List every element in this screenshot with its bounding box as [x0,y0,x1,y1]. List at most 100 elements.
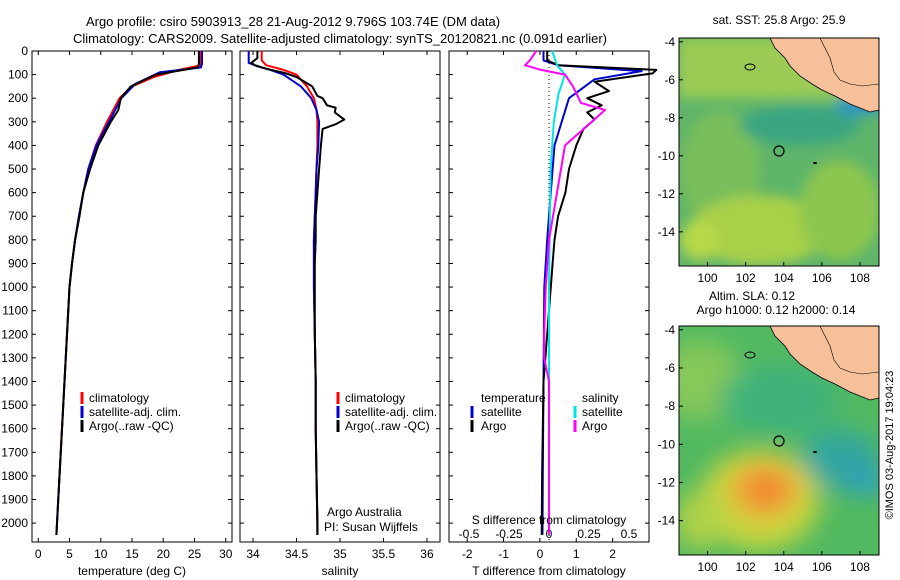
legend-title-salinity: salinity [582,391,619,405]
map-lat-label: -10 [658,437,676,451]
legend-label-temp-satellite: satellite [481,405,522,419]
s-tick-label: -0.25 [495,527,523,541]
x-tick-label: 36 [420,547,434,561]
salinity-legend: climatology satellite-adj. clim. Argo(..… [336,391,437,433]
salinity-lines [247,51,346,535]
y-tick-label: 1100 [2,304,28,318]
map-lon-label: 104 [774,271,794,285]
x-tick-label: 34 [246,547,260,561]
map-lat-label: -12 [658,475,676,489]
x-tick-label: 34.5 [285,547,309,561]
credit-pi: PI: Susan Wijffels [324,520,418,534]
series-line [548,50,566,535]
map-lat-label: -14 [658,225,676,239]
salinity-panel: 34 34.5 35 35.5 36 climatology satellite-adj… [239,50,441,578]
map-lat-label: -14 [658,514,676,528]
x-tick-label: 10 [94,547,108,561]
x-tick-label: 0 [537,547,544,561]
t-difference-label: T difference from climatology [472,564,626,578]
temperature-panel: 0100200300400500600700800900100011001200… [1,44,232,578]
map-lon-label: 102 [736,560,756,574]
y-tick-label: 700 [8,209,28,223]
difference-panel: -2 -1 0 1 2-0.5 -0.25 0 0.25 0.5 temperature sat… [448,50,658,578]
y-tick-label: 1300 [1,351,28,365]
series-line [55,51,200,535]
x-tick-label: 30 [219,547,233,561]
map-lat-label: -6 [664,361,675,375]
sst-map: sat. SST: 25.8 Argo: 25.9 100 102 104 106 10… [658,13,880,285]
legend-label-climatology: climatology [89,391,149,405]
y-tick-label: 400 [8,138,28,152]
x-tick-label: 20 [157,547,171,561]
sla-map-title-2: Argo h1000: 0.12 h2000: 0.14 [697,303,856,317]
salinity-axis-ticks: 34 34.5 35 35.5 36 [240,50,440,561]
sla-map-axis-ticks: 100 102 104 106 108 -4 -6 -8 -10 -12 -14 [658,323,871,574]
legend-label-argo: Argo(..raw -QC) [89,419,174,433]
map-lon-label: 102 [736,271,756,285]
legend-label-argo: Argo(..raw -QC) [345,419,430,433]
x-tick-label: 15 [125,547,139,561]
legend-label-temp-argo: Argo [481,419,507,433]
y-tick-label: 1800 [1,469,28,483]
y-tick-label: 900 [8,256,28,270]
sst-map-axis-ticks: 100 102 104 106 108 -4 -6 -8 -10 -12 -14 [658,35,871,285]
legend-label-sal-satellite: satellite [582,405,623,419]
x-tick-label: 35 [333,547,347,561]
land-mass [819,326,879,375]
y-tick-label: 2000 [1,516,28,530]
map-lon-label: 104 [774,560,794,574]
temperature-plot-frame [31,50,233,543]
y-tick-label: 600 [8,186,28,200]
island [744,351,756,359]
legend-title-temperature: temperature [481,391,546,405]
x-tick-label: 35.5 [372,547,396,561]
series-line [524,50,606,535]
map-lon-label: 106 [812,271,832,285]
legend-label-climatology: climatology [345,391,405,405]
legend-label-sal-argo: Argo [582,419,608,433]
s-tick-label: 0.5 [621,527,638,541]
float-position-marker [773,145,785,157]
header-line-1: Argo profile: csiro 5903913_28 21-Aug-20… [86,14,500,29]
map-lon-label: 108 [850,560,870,574]
island [744,63,756,71]
land-mass [819,38,879,87]
map-lon-label: 106 [812,560,832,574]
y-tick-label: 100 [8,68,28,82]
island [813,162,817,164]
y-tick-label: 1700 [1,445,28,459]
temperature-lines [55,51,203,535]
x-tick-label: 1 [573,547,580,561]
y-tick-label: 1400 [1,374,28,388]
s-difference-label: S difference from climatology [472,513,627,527]
map-lat-label: -12 [658,187,676,201]
x-tick-label: -2 [462,547,473,561]
y-tick-label: 1900 [1,493,28,507]
island [813,451,817,453]
sst-map-title: sat. SST: 25.8 Argo: 25.9 [713,13,846,27]
imos-credit: ©IMOS 03-Aug-2017 19:04:23 [884,371,896,520]
legend-label-satellite: satellite-adj. clim. [89,405,181,419]
difference-lines [524,50,658,535]
map-lon-label: 100 [698,271,718,285]
x-tick-label: 5 [66,547,73,561]
map-lat-label: -6 [664,73,675,87]
y-tick-label: 1000 [1,280,28,294]
y-tick-label: 800 [8,233,28,247]
x-tick-label: 25 [188,547,202,561]
y-tick-label: 300 [8,115,28,129]
map-lat-label: -4 [664,35,675,49]
y-tick-label: 1200 [1,327,28,341]
y-tick-label: 0 [21,44,28,58]
legend-label-satellite: satellite-adj. clim. [345,405,437,419]
map-lon-label: 100 [698,560,718,574]
series-line [250,51,346,535]
y-tick-label: 500 [8,162,28,176]
salinity-x-label: salinity [322,564,359,578]
x-tick-label: 0 [35,547,42,561]
x-tick-label: -1 [498,547,509,561]
sla-map: Altim. SLA: 0.12 Argo h1000: 0.12 h2000:… [658,289,880,574]
header-line-2: Climatology: CARS2009. Satellite-adjuste… [73,31,607,46]
difference-axis-ticks: -2 -1 0 1 2-0.5 -0.25 0 0.25 0.5 [449,50,649,561]
difference-legend: temperature satellite Argo salinity sate… [470,391,623,433]
